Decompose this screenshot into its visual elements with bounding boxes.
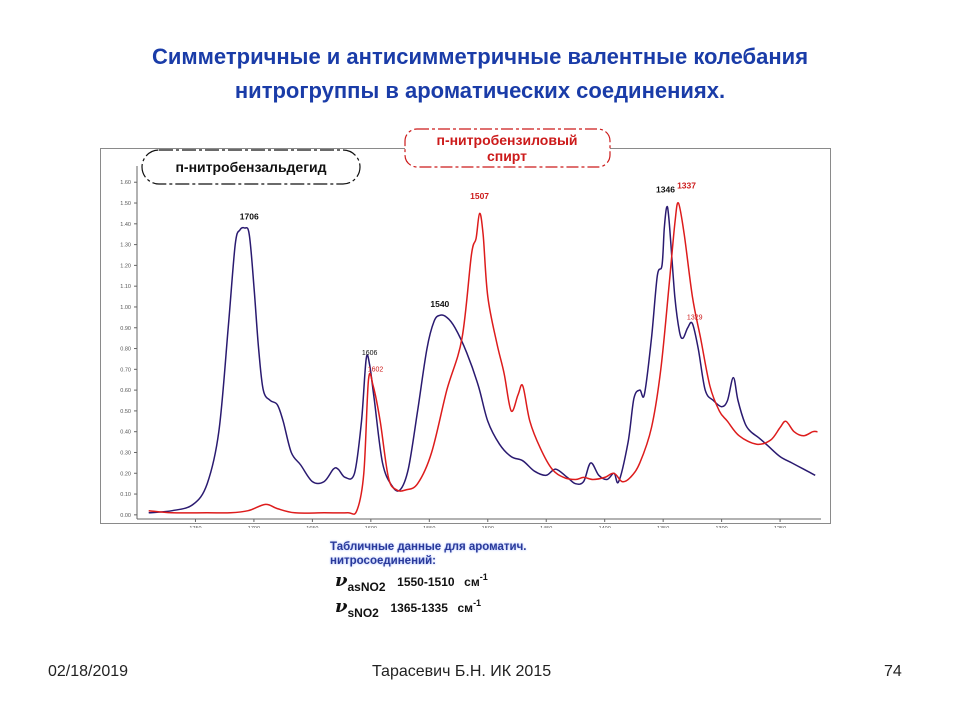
footer-author: Тарасевич Б.Н. ИК 2015	[372, 663, 552, 680]
unit-exponent: -1	[473, 598, 482, 608]
x-tick-label: 1400	[599, 526, 611, 528]
footer-page-number: 74	[884, 663, 902, 680]
y-tick-label: 1.40	[120, 222, 131, 228]
title-line-1: Симметричные и антисимметричные валентны…	[151, 44, 809, 69]
y-tick-label: 0.20	[120, 471, 131, 477]
y-tick-label: 0.30	[120, 450, 131, 456]
chart-frame	[100, 148, 831, 524]
x-tick-label: 1700	[248, 526, 260, 528]
x-tick-label: 1750	[189, 526, 201, 528]
table-row-asno2: νasNO2 1550-1510 см-1	[335, 570, 488, 594]
legend-label-nitrobenzaldehyde: п-нитробензальдегид	[175, 159, 326, 175]
y-tick-label: 0.90	[120, 326, 131, 332]
y-tick-label: 1.60	[120, 180, 131, 186]
peak-label: 1706	[240, 212, 259, 222]
y-tick-label: 1.50	[120, 201, 131, 207]
y-tick-label: 0.80	[120, 347, 131, 353]
unit: см	[464, 575, 480, 589]
y-tick-label: 0.10	[120, 492, 131, 498]
y-tick-label: 1.00	[120, 305, 131, 311]
vibration-label: sNO2	[347, 606, 379, 620]
x-tick-label: 1650	[306, 526, 318, 528]
peak-label: 1606	[362, 350, 378, 357]
y-tick-label: 0.70	[120, 367, 131, 373]
peak-label: 1507	[470, 191, 489, 201]
y-tick-label: 0.00	[120, 513, 131, 519]
x-tick-label: 1250	[774, 526, 786, 528]
table-caption: Табличные данные для ароматич. нитросоед…	[330, 540, 570, 568]
y-tick-label: 1.30	[120, 243, 131, 249]
slide-title: Симметричные и антисимметричные валентны…	[40, 40, 920, 108]
peak-label: 1337	[677, 180, 696, 190]
x-tick-label: 1350	[657, 526, 669, 528]
legend-label-nitrobenzyl-alcohol-line1: п-нитробензиловый	[436, 132, 577, 148]
y-tick-label: 1.10	[120, 284, 131, 290]
table-caption-line-2: нитросоединений:	[330, 555, 436, 567]
wavenumber-range: 1550-1510	[397, 575, 455, 589]
legend-callout-border	[404, 128, 611, 168]
unit: см	[457, 601, 474, 615]
peak-label: 1346	[656, 185, 675, 195]
wavenumber-range: 1365-1335	[390, 601, 448, 615]
legend-callout-border	[141, 149, 361, 185]
peak-label: 1540	[430, 299, 449, 309]
series-line-nitrobenzyl-alcohol	[148, 202, 818, 515]
title-line-2: нитрогруппы в ароматических соединениях.	[234, 78, 726, 103]
table-caption-line-1: Табличные данные для ароматич.	[330, 541, 527, 553]
table-row-sno2: νsNO2 1365-1335 см-1	[335, 596, 482, 620]
peak-label: 1329	[687, 314, 703, 321]
ir-spectrum-chart: 0.00 0.10 0.20 0.30 0.40 0.50 0.60 0.70 0.80 0.90…	[100, 128, 831, 528]
unit-exponent: -1	[479, 572, 488, 582]
nu-symbol: ν	[335, 596, 348, 617]
peak-label: 1602	[368, 366, 384, 373]
x-tick-label: 1450	[540, 526, 552, 528]
nu-symbol: ν	[335, 570, 348, 591]
legend-label-nitrobenzyl-alcohol-line2: спирт	[487, 148, 527, 164]
y-tick-label: 0.50	[120, 409, 131, 415]
footer-date: 02/18/2019	[48, 663, 129, 680]
x-tick-label: 1500	[482, 526, 494, 528]
y-tick-label: 0.60	[120, 388, 131, 394]
x-tick-label: 1300	[715, 526, 727, 528]
x-tick-label: 1600	[365, 526, 377, 528]
tabular-data-block: Табличные данные для ароматич. нитросоед…	[330, 540, 570, 620]
x-tick-label: 1550	[423, 526, 435, 528]
y-tick-label: 1.20	[120, 263, 131, 269]
series-line-nitrobenzaldehyde	[148, 205, 816, 514]
y-tick-label: 0.40	[120, 430, 131, 436]
vibration-label: asNO2	[347, 580, 386, 594]
